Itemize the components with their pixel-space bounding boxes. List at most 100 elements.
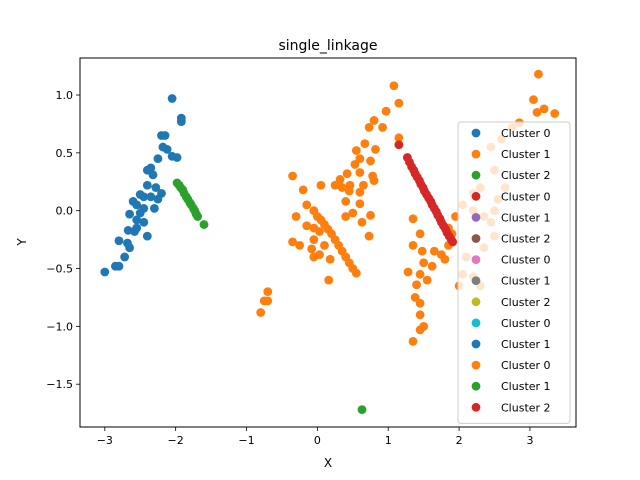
data-point xyxy=(335,175,345,184)
data-point xyxy=(355,199,365,209)
data-point xyxy=(132,200,142,210)
legend-label: Cluster 1 xyxy=(501,275,551,288)
data-point xyxy=(309,235,319,245)
legend-label: Cluster 0 xyxy=(501,359,551,372)
data-point xyxy=(302,200,312,210)
y-tick-label: 0.5 xyxy=(56,147,74,160)
data-point xyxy=(366,156,375,166)
data-point xyxy=(364,231,374,241)
y-tick-label: −0.5 xyxy=(46,263,73,276)
y-tick-label: 1.0 xyxy=(56,89,74,102)
data-point xyxy=(342,169,352,179)
y-axis-ticks: −1.5 −1.0 −0.5 0.0 0.5 1.0 xyxy=(46,89,80,391)
legend-marker xyxy=(471,234,481,243)
data-point xyxy=(172,153,182,162)
data-point xyxy=(357,405,367,415)
data-point xyxy=(408,240,418,250)
data-point xyxy=(529,95,538,105)
legend-box xyxy=(457,121,571,424)
data-point xyxy=(366,210,375,220)
data-point xyxy=(291,212,301,221)
data-point xyxy=(142,231,152,241)
data-point xyxy=(307,244,317,254)
data-point xyxy=(316,180,326,190)
data-point xyxy=(125,243,134,253)
data-point xyxy=(150,203,159,213)
data-point xyxy=(378,123,387,132)
legend-label: Cluster 2 xyxy=(501,296,551,309)
legend-marker xyxy=(471,213,481,222)
data-point xyxy=(114,236,124,246)
data-point xyxy=(344,186,354,196)
legend-label: Cluster 2 xyxy=(501,401,551,414)
data-point xyxy=(350,160,360,169)
data-point xyxy=(417,246,427,256)
legend-label: Cluster 0 xyxy=(501,127,551,140)
data-point xyxy=(429,246,439,256)
data-point xyxy=(139,192,149,202)
data-point xyxy=(355,168,365,177)
legend-marker xyxy=(471,170,481,180)
data-point xyxy=(422,275,432,285)
data-point xyxy=(341,197,351,206)
data-point xyxy=(394,98,404,108)
data-point xyxy=(153,194,163,204)
x-tick-label: 3 xyxy=(526,434,533,447)
data-point xyxy=(151,183,161,192)
legend-label: Cluster 1 xyxy=(501,338,551,351)
data-point xyxy=(408,214,418,224)
y-tick-label: 0.0 xyxy=(56,205,74,218)
legend-label: Cluster 0 xyxy=(501,190,551,203)
data-point xyxy=(534,69,543,79)
legend-marker xyxy=(471,339,481,349)
legend-label: Cluster 1 xyxy=(501,380,551,393)
legend-marker xyxy=(471,381,481,391)
legend-marker xyxy=(471,318,481,328)
data-point xyxy=(440,254,450,264)
data-point xyxy=(330,180,340,190)
data-point xyxy=(148,170,158,180)
legend-label: Cluster 1 xyxy=(501,148,551,161)
data-point xyxy=(351,146,361,155)
data-point xyxy=(120,252,130,262)
x-axis-label: X xyxy=(324,456,332,470)
data-point xyxy=(427,261,437,271)
data-point xyxy=(415,269,425,279)
data-point xyxy=(381,106,391,116)
data-point xyxy=(142,180,152,190)
legend-marker xyxy=(471,128,481,138)
legend-marker xyxy=(471,149,481,159)
data-point xyxy=(371,144,380,154)
data-point xyxy=(532,107,542,117)
data-point xyxy=(359,180,368,190)
data-point xyxy=(419,258,429,268)
data-point xyxy=(132,215,142,225)
legend-label: Cluster 0 xyxy=(501,254,551,267)
data-point xyxy=(288,237,297,247)
data-point xyxy=(412,280,421,290)
points-layer xyxy=(100,69,560,415)
legend-marker xyxy=(471,402,481,412)
data-point xyxy=(160,131,170,140)
data-point xyxy=(348,208,358,218)
data-point xyxy=(550,109,560,118)
data-point xyxy=(298,185,308,195)
data-point xyxy=(410,293,420,302)
legend-label: Cluster 1 xyxy=(501,211,551,224)
plot-frame xyxy=(79,57,577,428)
x-tick-label: 0 xyxy=(314,434,321,447)
data-point xyxy=(153,154,163,164)
chart-title: single_linkage xyxy=(278,38,377,54)
data-point xyxy=(360,139,370,149)
data-point xyxy=(357,217,367,227)
data-point xyxy=(408,337,418,346)
legend-marker xyxy=(471,276,481,286)
data-point xyxy=(369,116,379,125)
data-point xyxy=(355,187,365,197)
data-point xyxy=(415,310,425,320)
data-point xyxy=(100,267,110,277)
x-axis-ticks: −3 −2 −1 0 1 2 3 xyxy=(97,427,533,447)
data-point xyxy=(176,117,186,127)
data-point xyxy=(341,212,351,221)
